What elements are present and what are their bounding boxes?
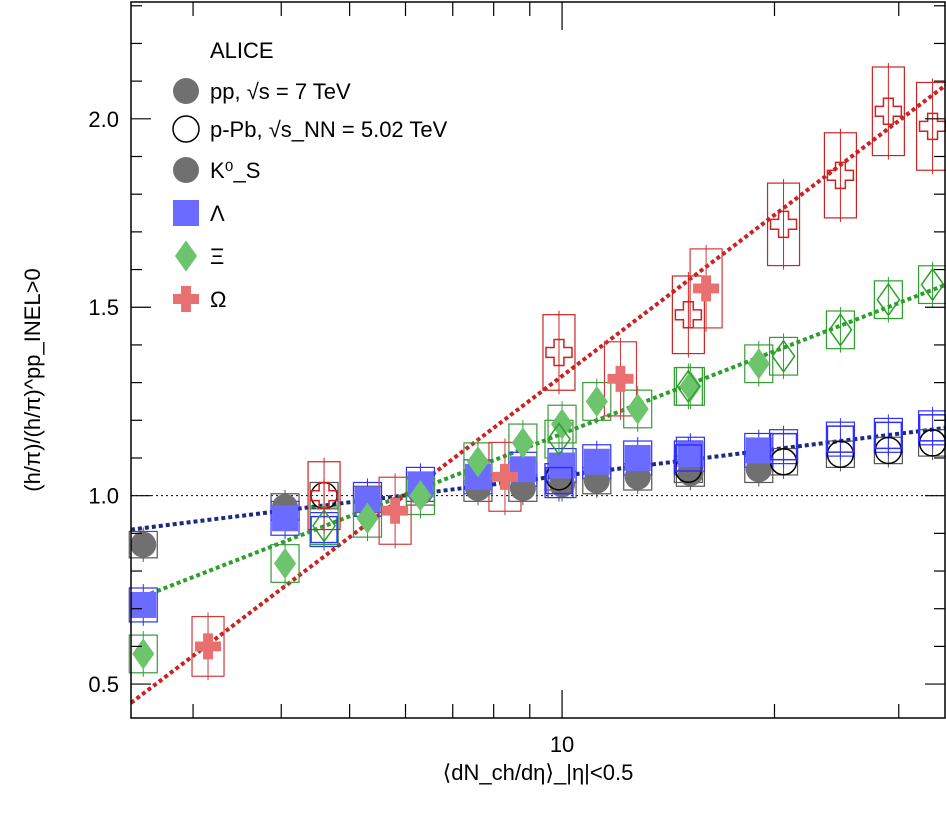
fit-line — [130, 425, 946, 532]
y-tick-label: 2.0 — [88, 107, 119, 132]
data-point — [626, 393, 649, 425]
data-point — [585, 385, 608, 418]
legend-label: p-Pb, √s_NN = 5.02 TeV — [210, 117, 448, 142]
legend-label: K⁰_S — [210, 158, 260, 183]
data-point — [356, 502, 379, 534]
data-point — [876, 282, 901, 317]
legend-label: Ξ — [210, 244, 224, 269]
y-tick-label: 0.5 — [88, 672, 119, 697]
data-point — [273, 547, 297, 580]
data-point — [920, 267, 945, 302]
data-point — [624, 444, 651, 471]
data-point — [674, 444, 703, 472]
legend-label: pp, √s = 7 TeV — [210, 79, 351, 104]
data-point — [826, 440, 855, 468]
data-point — [769, 432, 798, 461]
data-point — [674, 301, 703, 329]
data-point — [693, 275, 720, 302]
data-point — [874, 421, 903, 450]
data-point — [828, 312, 853, 347]
data-point — [130, 531, 157, 558]
plot-frame — [130, 1, 946, 719]
legend-marker — [173, 286, 199, 312]
data-point — [272, 505, 299, 532]
data-markers — [130, 97, 946, 670]
data-point — [771, 339, 796, 374]
data-point — [676, 369, 701, 404]
legend-label: Λ — [210, 201, 225, 226]
data-point — [545, 338, 573, 367]
legend-marker — [173, 78, 199, 104]
data-point — [382, 497, 409, 524]
data-point — [607, 365, 634, 392]
data-point — [312, 508, 337, 543]
legend-label: Ω — [210, 287, 226, 312]
fit-line — [130, 282, 946, 604]
systematic-boxes — [128, 62, 946, 681]
data-point — [745, 437, 772, 464]
data-point — [195, 633, 222, 660]
data-point — [551, 408, 574, 440]
data-point — [826, 425, 855, 453]
fit-line — [129, 83, 946, 705]
x-axis-title: ⟨dN_ch/dη⟩_|η|<0.5 — [443, 760, 634, 785]
data-point — [466, 446, 489, 478]
data-point — [491, 463, 518, 490]
data-point — [549, 452, 576, 479]
data-point — [547, 422, 571, 457]
data-point — [409, 480, 432, 512]
fit-lines — [129, 83, 946, 705]
legend-marker — [173, 157, 199, 183]
data-point — [874, 97, 903, 126]
data-point — [583, 448, 610, 475]
x-tick-label: 10 — [550, 732, 574, 757]
legend-marker — [173, 200, 199, 226]
data-point — [310, 481, 338, 510]
data-point — [130, 591, 157, 618]
data-point — [918, 112, 946, 141]
data-point — [511, 427, 534, 459]
data-point — [747, 348, 770, 380]
legend: ALICE pp, √s = 7 TeV p-Pb, √s_NN = 5.02 Te… — [172, 38, 448, 312]
data-point — [826, 161, 855, 190]
y-tick-label: 1.5 — [88, 295, 119, 320]
legend-marker — [172, 115, 200, 143]
axes: 0.5 1.0 1.5 2.0 10 — [88, 1, 946, 757]
data-point — [679, 370, 702, 402]
data-point — [132, 638, 155, 670]
y-axis-title: (h/π)/(h/π)^pp_INEL>0 — [20, 268, 45, 492]
data-point — [769, 210, 798, 239]
y-tick-label: 1.0 — [88, 484, 119, 509]
data-point — [874, 436, 903, 465]
data-point — [545, 466, 573, 495]
legend-title: ALICE — [210, 38, 274, 63]
legend-marker — [174, 240, 198, 272]
